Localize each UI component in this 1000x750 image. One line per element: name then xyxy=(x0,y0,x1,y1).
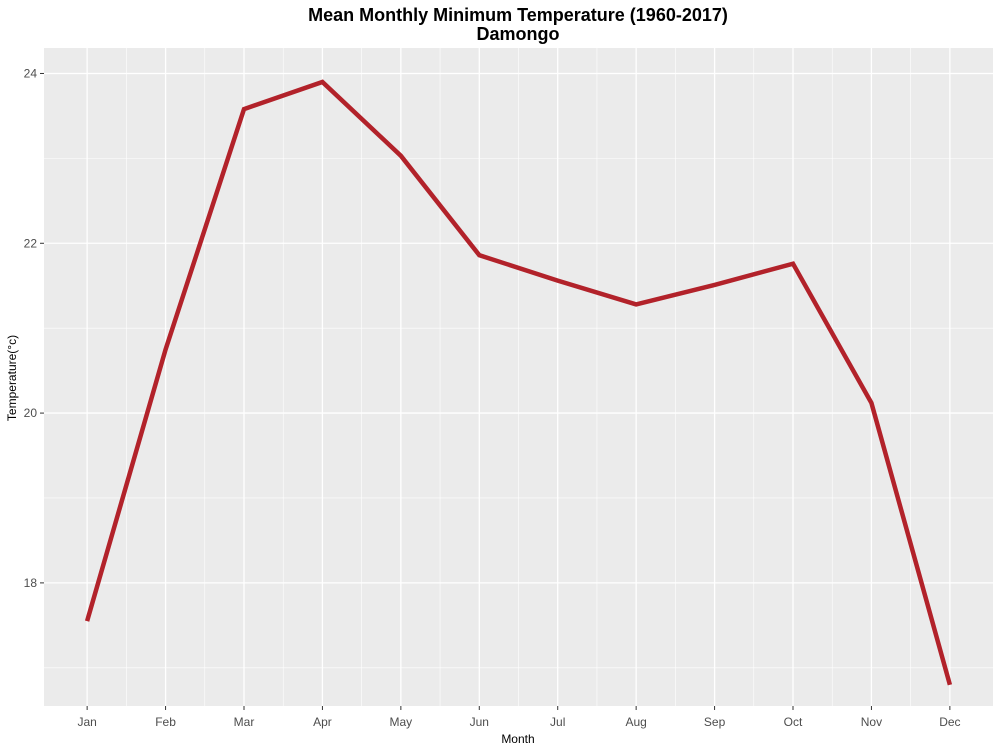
x-tick-label: Dec xyxy=(939,715,960,729)
x-tick-label: Mar xyxy=(234,715,255,729)
x-tick-label: Jul xyxy=(550,715,565,729)
chart-subtitle: Damongo xyxy=(477,24,560,44)
x-axis: Jan Feb Mar Apr May Jun Jul Aug Sep Oct Nov Dec xyxy=(77,706,961,729)
y-axis: 18 20 22 24 xyxy=(24,66,44,590)
y-tick-label: 22 xyxy=(24,236,38,250)
y-tick-label: 18 xyxy=(24,576,38,590)
x-tick-label: Apr xyxy=(313,715,332,729)
x-tick-label: Jan xyxy=(77,715,96,729)
x-tick-label: Feb xyxy=(155,715,176,729)
series-line xyxy=(84,79,953,686)
series-layer xyxy=(84,79,953,686)
x-tick-label: Aug xyxy=(625,715,646,729)
chart-title: Mean Monthly Minimum Temperature (1960-2… xyxy=(308,5,728,25)
x-tick-label: May xyxy=(390,715,413,729)
x-axis-title: Month xyxy=(501,732,534,746)
y-tick-label: 24 xyxy=(24,66,38,80)
y-tick-label: 20 xyxy=(24,406,38,420)
x-tick-label: Sep xyxy=(704,715,726,729)
minor-gridlines xyxy=(44,48,993,706)
x-tick-label: Nov xyxy=(861,715,882,729)
x-tick-label: Oct xyxy=(784,715,803,729)
x-tick-label: Jun xyxy=(470,715,489,729)
y-axis-title: Temperature(°c) xyxy=(5,335,19,421)
